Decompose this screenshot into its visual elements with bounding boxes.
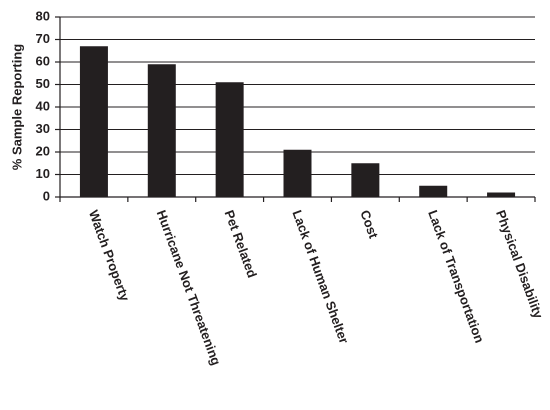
x-tick-label: Pet Related bbox=[222, 208, 260, 280]
x-tick-label: Hurricane Not Threatening bbox=[154, 208, 224, 367]
y-tick-label: 50 bbox=[36, 76, 50, 91]
x-tick-label: Lack of Human Shelter bbox=[289, 208, 351, 346]
y-tick-label: 80 bbox=[36, 8, 50, 23]
bar bbox=[215, 82, 244, 197]
y-tick-label: 10 bbox=[36, 166, 50, 181]
x-tick-label: Lack of Transportation bbox=[425, 208, 487, 345]
bar bbox=[79, 46, 108, 197]
y-tick-label: 40 bbox=[36, 98, 50, 113]
y-tick-label: 30 bbox=[36, 121, 50, 136]
x-tick-label: Cost bbox=[357, 208, 381, 241]
bar bbox=[487, 192, 516, 197]
bar bbox=[419, 185, 448, 197]
x-tick-label: Watch Property bbox=[86, 208, 133, 304]
y-tick-label: 0 bbox=[43, 188, 50, 203]
y-tick-label: 20 bbox=[36, 143, 50, 158]
bar bbox=[283, 149, 312, 197]
y-tick-label: 60 bbox=[36, 53, 50, 68]
bar bbox=[351, 163, 380, 197]
y-axis-title: % Sample Reporting bbox=[9, 44, 24, 170]
bar bbox=[147, 64, 176, 197]
x-tick-label: Physical Disability bbox=[493, 208, 546, 321]
y-tick-label: 70 bbox=[36, 31, 50, 46]
